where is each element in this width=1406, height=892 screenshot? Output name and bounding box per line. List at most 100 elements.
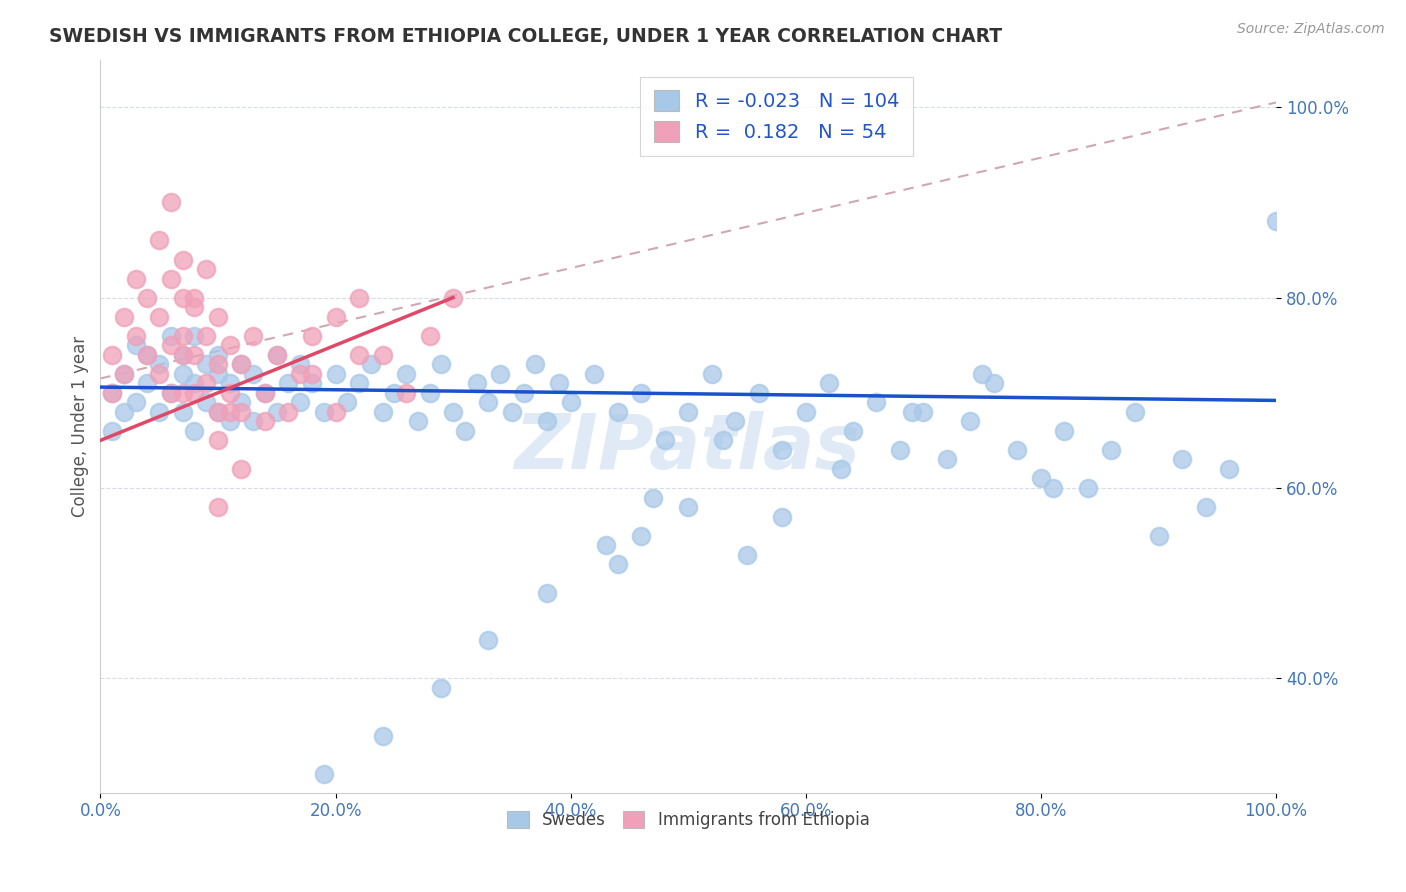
Point <box>124 328 146 343</box>
Point <box>112 405 135 419</box>
Point <box>266 348 288 362</box>
Point <box>325 405 347 419</box>
Point <box>112 310 135 324</box>
Point <box>136 348 159 362</box>
Point <box>794 405 817 419</box>
Text: SWEDISH VS IMMIGRANTS FROM ETHIOPIA COLLEGE, UNDER 1 YEAR CORRELATION CHART: SWEDISH VS IMMIGRANTS FROM ETHIOPIA COLL… <box>49 27 1002 45</box>
Point <box>889 442 911 457</box>
Point <box>290 367 312 381</box>
Point <box>148 310 170 324</box>
Point <box>124 395 146 409</box>
Point <box>253 385 276 400</box>
Point <box>207 357 229 371</box>
Point <box>1007 442 1029 457</box>
Point <box>183 291 205 305</box>
Point <box>207 367 229 381</box>
Y-axis label: College, Under 1 year: College, Under 1 year <box>72 335 89 516</box>
Point <box>1077 481 1099 495</box>
Point <box>536 414 558 428</box>
Point <box>101 385 124 400</box>
Point <box>242 367 264 381</box>
Point <box>183 376 205 391</box>
Point <box>218 414 240 428</box>
Point <box>266 348 288 362</box>
Point <box>242 414 264 428</box>
Point <box>630 385 652 400</box>
Point <box>172 405 194 419</box>
Text: ZIPatlas: ZIPatlas <box>515 411 862 485</box>
Point <box>735 548 758 562</box>
Point <box>301 376 323 391</box>
Point <box>172 252 194 267</box>
Point <box>277 376 299 391</box>
Point <box>136 348 159 362</box>
Point <box>676 500 699 514</box>
Point <box>536 585 558 599</box>
Point <box>207 500 229 514</box>
Point <box>160 338 183 352</box>
Point <box>1147 528 1170 542</box>
Point <box>347 348 370 362</box>
Point <box>253 385 276 400</box>
Point <box>290 395 312 409</box>
Point <box>242 328 264 343</box>
Point <box>347 376 370 391</box>
Point <box>1218 462 1240 476</box>
Point <box>347 291 370 305</box>
Point <box>830 462 852 476</box>
Point <box>371 348 394 362</box>
Point <box>724 414 747 428</box>
Point <box>972 367 994 381</box>
Point <box>430 357 453 371</box>
Point <box>465 376 488 391</box>
Point <box>935 452 957 467</box>
Point <box>325 367 347 381</box>
Point <box>770 509 793 524</box>
Point <box>395 367 418 381</box>
Point <box>266 405 288 419</box>
Point <box>195 262 218 277</box>
Point <box>371 729 394 743</box>
Point <box>489 367 512 381</box>
Point <box>172 291 194 305</box>
Point <box>1053 424 1076 438</box>
Point <box>560 395 582 409</box>
Point <box>676 405 699 419</box>
Point <box>419 328 441 343</box>
Point <box>148 234 170 248</box>
Point <box>195 376 218 391</box>
Point <box>371 405 394 419</box>
Point <box>583 367 606 381</box>
Point <box>172 348 194 362</box>
Point <box>231 357 253 371</box>
Point <box>477 633 499 648</box>
Point <box>512 385 534 400</box>
Point <box>548 376 571 391</box>
Point <box>842 424 865 438</box>
Point <box>160 385 183 400</box>
Point <box>959 414 981 428</box>
Point <box>983 376 1005 391</box>
Point <box>524 357 547 371</box>
Point <box>713 434 735 448</box>
Point <box>148 405 170 419</box>
Point <box>195 395 218 409</box>
Point <box>406 414 429 428</box>
Point <box>183 300 205 314</box>
Point <box>606 405 628 419</box>
Point <box>641 491 664 505</box>
Point <box>336 395 359 409</box>
Point <box>301 367 323 381</box>
Point <box>454 424 477 438</box>
Point <box>183 385 205 400</box>
Point <box>231 405 253 419</box>
Point <box>231 462 253 476</box>
Point <box>277 405 299 419</box>
Point <box>231 395 253 409</box>
Point <box>770 442 793 457</box>
Legend: Swedes, Immigrants from Ethiopia: Swedes, Immigrants from Ethiopia <box>501 804 876 836</box>
Point <box>183 328 205 343</box>
Point <box>124 338 146 352</box>
Point <box>700 367 723 381</box>
Point <box>207 348 229 362</box>
